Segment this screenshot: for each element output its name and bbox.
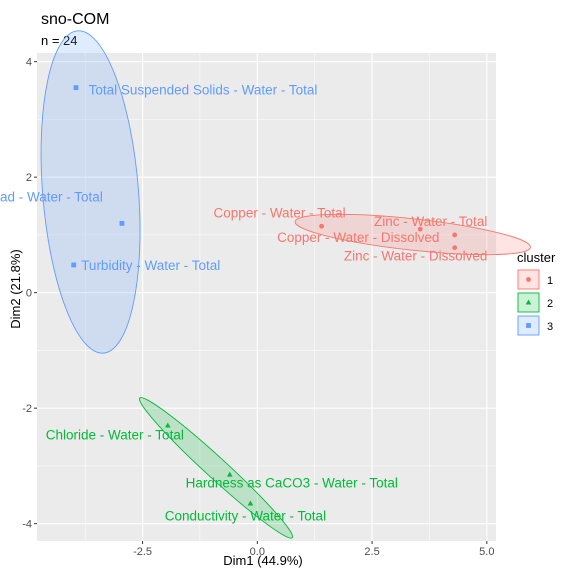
legend-label-2: 2 xyxy=(547,298,553,310)
x-tick-label: 0.0 xyxy=(250,546,265,558)
point-label: Hardness as CaCO3 - Water - Total xyxy=(186,476,398,491)
cluster-2-ellipse xyxy=(138,397,294,539)
point-label: Copper - Water - Dissolved xyxy=(277,230,439,245)
cluster-2-point xyxy=(247,500,254,506)
cluster-1-ellipse xyxy=(294,213,531,256)
chart-title: sno-COM xyxy=(41,11,109,28)
cluster-2-point xyxy=(226,471,233,477)
data-points xyxy=(71,85,458,506)
x-axis-title: Dim1 (44.9%) xyxy=(223,553,302,568)
point-label: Chloride - Water - Total xyxy=(46,427,184,442)
point-label: Conductivity - Water - Total xyxy=(165,508,326,523)
legend-title: cluster xyxy=(517,250,556,265)
y-tick-label: 4 xyxy=(26,57,32,69)
x-axis-ticks: -2.5 0.0 2.5 5.0 xyxy=(133,541,494,558)
legend-symbol-3 xyxy=(526,323,531,328)
y-axis-ticks: -4 -2 0 2 4 xyxy=(22,57,37,531)
cluster-ellipses xyxy=(40,30,531,539)
point-labels: Copper - Water - Total Zinc - Water - Tot… xyxy=(0,83,487,524)
legend-symbol-2 xyxy=(525,299,532,305)
y-tick-label: -4 xyxy=(22,519,32,531)
x-tick-label: -2.5 xyxy=(133,546,152,558)
plot-panel xyxy=(37,53,496,541)
cluster-1-point xyxy=(417,226,423,232)
cluster-1-point xyxy=(319,223,324,229)
y-tick-label: 2 xyxy=(26,172,32,184)
cluster-2-point xyxy=(165,422,171,428)
cluster-3-ellipse xyxy=(40,30,141,354)
point-label: Total Suspended Solids - Water - Total xyxy=(89,83,318,98)
point-label: Lead - Water - Total xyxy=(0,189,103,204)
legend: cluster 1 2 3 xyxy=(517,250,556,336)
point-label: Zinc - Water - Dissolved xyxy=(344,249,488,264)
cluster-3-point xyxy=(119,220,125,226)
y-axis-title: Dim2 (21.8%) xyxy=(8,249,23,328)
legend-label-3: 3 xyxy=(547,321,553,333)
legend-symbol-1 xyxy=(526,277,531,282)
x-tick-label: 2.5 xyxy=(364,546,379,558)
cluster-1-point xyxy=(452,232,458,238)
point-label: Zinc - Water - Total xyxy=(374,214,487,229)
y-tick-label: 0 xyxy=(26,288,32,300)
y-tick-label: -2 xyxy=(22,403,32,415)
grid-lines xyxy=(37,53,496,541)
cluster-1-point xyxy=(452,245,458,251)
x-tick-label: 5.0 xyxy=(479,546,494,558)
point-label: Turbidity - Water - Total xyxy=(81,258,220,273)
cluster-3-point xyxy=(71,262,77,268)
point-label: Copper - Water - Total xyxy=(214,205,346,220)
chart-subtitle: n = 24 xyxy=(41,33,78,48)
legend-label-1: 1 xyxy=(547,275,553,287)
cluster-3-point xyxy=(73,85,79,91)
